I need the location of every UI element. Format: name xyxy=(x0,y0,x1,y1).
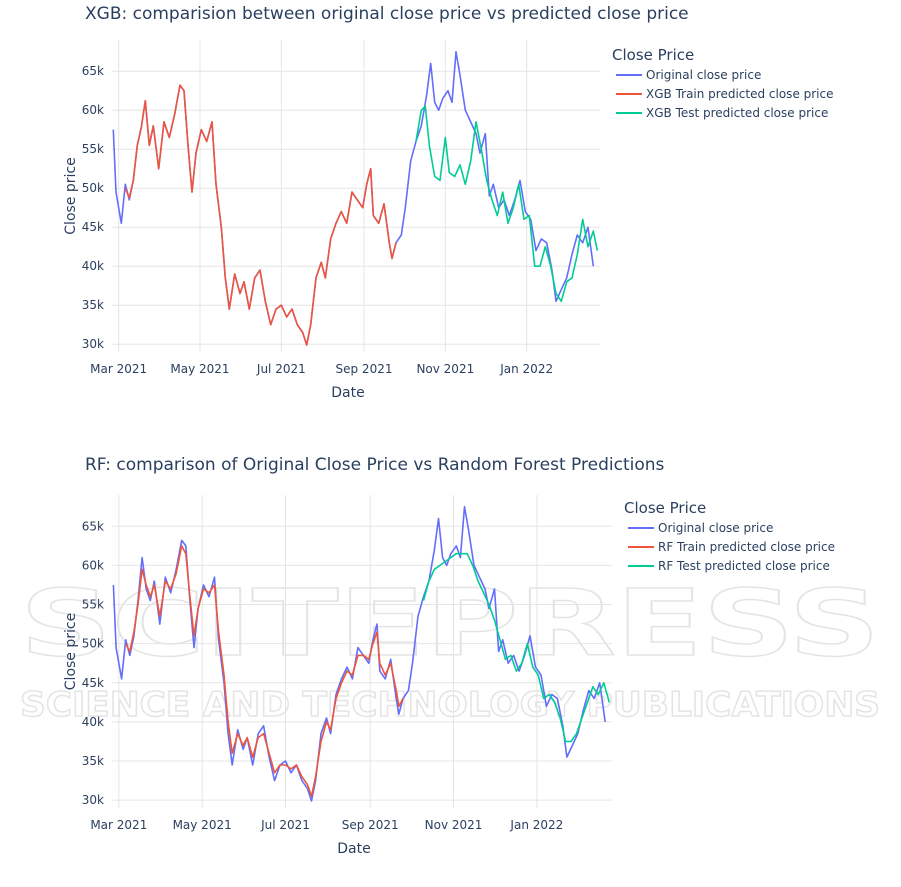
series-line-test xyxy=(415,105,599,303)
legend-item[interactable]: Original close price xyxy=(628,521,773,535)
x-tick-label: Jan 2022 xyxy=(499,362,553,376)
chart-title: XGB: comparision between original close … xyxy=(85,4,689,24)
legend-item[interactable]: RF Test predicted close price xyxy=(628,559,830,573)
legend-item[interactable]: Original close price xyxy=(616,68,761,82)
y-axis-title: Close price xyxy=(63,613,79,690)
y-tick-label: 50k xyxy=(82,637,104,651)
y-tick-label: 35k xyxy=(82,754,104,768)
series-line-train xyxy=(124,545,404,798)
series-line-train xyxy=(124,84,397,346)
legend-title: Close Price xyxy=(624,499,706,517)
y-tick-label: 30k xyxy=(82,337,104,351)
rf-chart: Mar 2021 May 2021 Jul 2021 Sep 2021 Nov 2021… xyxy=(63,455,835,857)
y-tick-label: 45k xyxy=(82,220,104,234)
legend-item[interactable]: XGB Test predicted close price xyxy=(616,106,828,120)
legend-label: XGB Test predicted close price xyxy=(646,106,828,120)
series-line-test xyxy=(422,552,611,743)
watermark: SCITEPRESS SCIENCE AND TECHNOLOGY PUBLIC… xyxy=(19,569,881,726)
x-tick-label: Mar 2021 xyxy=(90,818,147,832)
legend-item[interactable]: XGB Train predicted close price xyxy=(616,87,834,101)
legend-label: XGB Train predicted close price xyxy=(646,87,834,101)
x-tick-label: Jan 2022 xyxy=(509,818,563,832)
y-tick-label: 30k xyxy=(82,793,104,807)
y-tick-label: 60k xyxy=(82,103,104,117)
x-tick-label: Jul 2021 xyxy=(256,362,306,376)
legend-label: RF Train predicted close price xyxy=(658,540,835,554)
x-axis-title: Date xyxy=(337,841,370,857)
y-tick-label: 55k xyxy=(82,598,104,612)
chart-title: RF: comparison of Original Close Price v… xyxy=(85,455,665,475)
x-tick-label: May 2021 xyxy=(170,362,229,376)
x-tick-label: Sep 2021 xyxy=(342,818,399,832)
x-tick-label: Nov 2021 xyxy=(416,362,474,376)
y-tick-label: 35k xyxy=(82,298,104,312)
y-tick-label: 60k xyxy=(82,558,104,572)
y-tick-label: 45k xyxy=(82,676,104,690)
legend: Close Price Original close price XGB Train… xyxy=(612,46,834,120)
xgb-chart: Mar 2021 May 2021 Jul 2021 Sep 2021 Nov 2021… xyxy=(63,4,834,401)
legend-label: Original close price xyxy=(658,521,773,535)
legend-label: RF Test predicted close price xyxy=(658,559,830,573)
x-axis-title: Date xyxy=(331,385,364,401)
legend-item[interactable]: RF Train predicted close price xyxy=(628,540,835,554)
x-tick-label: May 2021 xyxy=(173,818,232,832)
x-tick-label: Sep 2021 xyxy=(336,362,393,376)
watermark-main: SCITEPRESS xyxy=(20,570,880,677)
y-tick-label: 65k xyxy=(82,519,104,533)
y-tick-label: 40k xyxy=(82,259,104,273)
y-tick-label: 65k xyxy=(82,64,104,78)
x-tick-label: Jul 2021 xyxy=(260,818,310,832)
legend-title: Close Price xyxy=(612,46,694,64)
y-tick-label: 40k xyxy=(82,715,104,729)
x-tick-label: Nov 2021 xyxy=(425,818,483,832)
y-tick-label: 55k xyxy=(82,142,104,156)
y-tick-label: 50k xyxy=(82,181,104,195)
legend: Close Price Original close price RF Train … xyxy=(624,499,835,573)
legend-label: Original close price xyxy=(646,68,761,82)
watermark-sub: SCIENCE AND TECHNOLOGY PUBLICATIONS xyxy=(20,685,880,725)
y-axis-title: Close price xyxy=(63,157,79,234)
x-tick-label: Mar 2021 xyxy=(90,362,147,376)
